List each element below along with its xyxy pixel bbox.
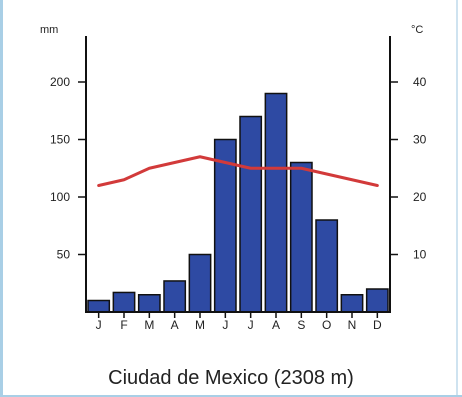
month-tick-label: J	[222, 318, 228, 332]
month-tick-label: A	[272, 318, 280, 332]
precipitation-bar	[112, 291, 136, 313]
month-tick-label: A	[171, 318, 179, 332]
month-tick-label: N	[348, 318, 357, 332]
month-tick-label: D	[373, 318, 382, 332]
left-tick-label: 50	[57, 248, 71, 262]
chart-title: Ciudad de Mexico (2308 m)	[108, 367, 354, 389]
frame-border-right	[456, 0, 458, 397]
temperature-line-layer	[97, 155, 379, 187]
precipitation-bars	[87, 92, 389, 313]
precipitation-bar	[87, 299, 111, 313]
chart-axes	[85, 36, 391, 313]
precipitation-bar	[315, 219, 339, 313]
left-tick-label: 150	[50, 133, 70, 147]
right-tick-label: 30	[413, 133, 427, 147]
precipitation-bar	[340, 294, 364, 313]
precipitation-bar	[188, 253, 212, 313]
month-tick-label: S	[297, 318, 305, 332]
left-tick-label: 200	[50, 75, 70, 89]
right-tick-label: 40	[413, 75, 427, 89]
precipitation-bar	[137, 294, 161, 313]
frame-border-left	[0, 0, 3, 397]
month-tick-label: F	[120, 318, 127, 332]
precipitation-bar	[289, 161, 313, 313]
month-tick-label: J	[96, 318, 102, 332]
precipitation-bar	[239, 115, 263, 313]
precipitation-bar	[365, 288, 389, 313]
month-tick-label: M	[195, 318, 205, 332]
left-axis-unit: mm	[40, 24, 58, 36]
month-tick-label: M	[144, 318, 154, 332]
month-tick-label: J	[248, 318, 254, 332]
right-tick-label: 20	[413, 190, 427, 204]
month-tick-label: O	[322, 318, 331, 332]
temperature-line	[97, 155, 379, 187]
right-tick-label: 10	[413, 248, 427, 262]
precipitation-bar	[264, 92, 288, 313]
frame-border-bottom	[0, 395, 462, 397]
left-tick-label: 100	[50, 190, 70, 204]
precipitation-bar	[163, 280, 187, 313]
axis-ticks: 50 100 150 200 10 20 30 40 J F M A M J J A S O N D	[50, 75, 427, 332]
right-axis-unit: °C	[411, 24, 423, 36]
